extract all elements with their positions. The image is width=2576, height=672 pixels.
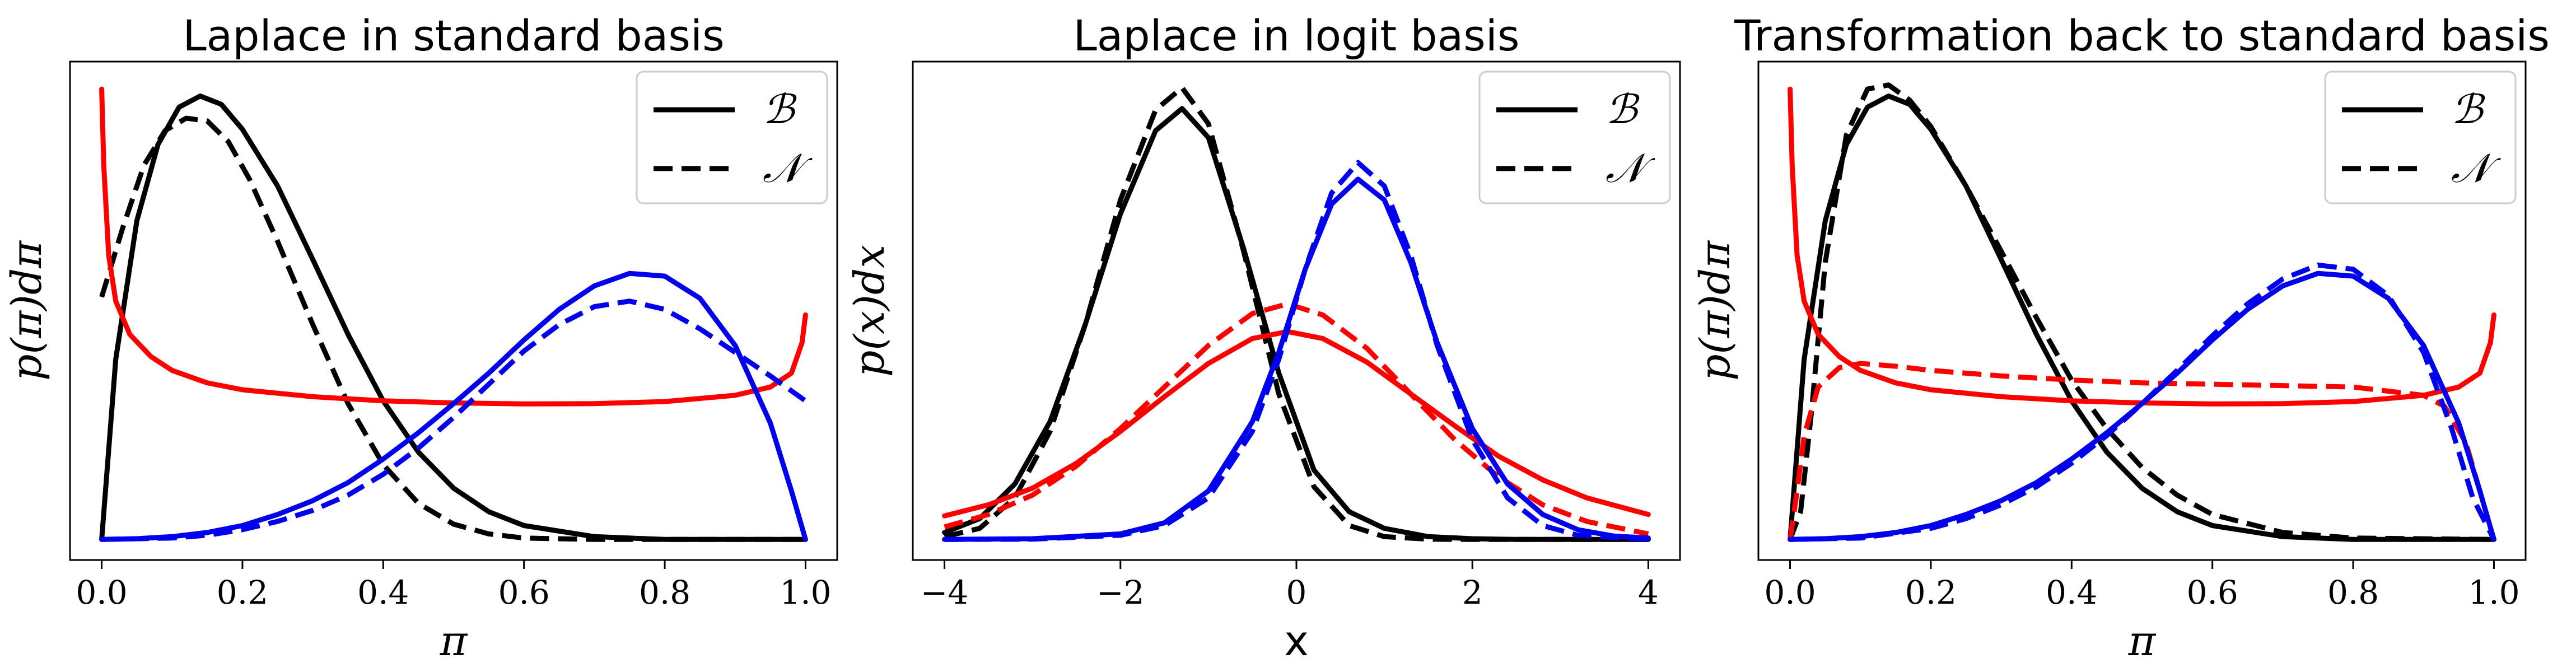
x-tick-label: 0.4 bbox=[357, 573, 409, 612]
y-axis-label: p(x)dx bbox=[846, 245, 894, 377]
chart-panel-2: −4 −2 0 2 4 Laplace in logit basis x p(x)dx ℬ𝒩 bbox=[846, 11, 1681, 665]
x-tick-label: 0 bbox=[1286, 573, 1307, 612]
series-line-6 bbox=[1790, 262, 2496, 542]
x-tick-label: 0.0 bbox=[76, 573, 127, 612]
chart-panel-1: 0.0 0.2 0.4 0.6 0.8 1.0 Laplace in standard ba… bbox=[3, 11, 838, 665]
legend-label: ℬ bbox=[2451, 86, 2485, 133]
series-line-4 bbox=[99, 270, 808, 542]
plot-frame bbox=[1757, 60, 2527, 561]
series-line-5 bbox=[1788, 270, 2496, 542]
legend: ℬ𝒩 bbox=[1478, 71, 1671, 204]
series-group bbox=[1788, 82, 2496, 542]
series-line-3 bbox=[99, 86, 808, 407]
series-group bbox=[99, 86, 808, 542]
chart-title: Laplace in standard basis bbox=[183, 11, 724, 60]
x-tick-label: 4 bbox=[1638, 573, 1659, 612]
series-line-2 bbox=[944, 85, 1649, 542]
x-axis-label: π bbox=[2128, 617, 2157, 665]
y-axis-label: p(π)dπ bbox=[1691, 240, 1739, 381]
plot-frame bbox=[69, 60, 838, 561]
series-line-2 bbox=[99, 115, 806, 542]
x-tick-label: 0.2 bbox=[1905, 573, 1957, 612]
y-axis-label: p(π)dπ bbox=[3, 240, 51, 381]
x-tick-label: −2 bbox=[1096, 573, 1145, 612]
x-axis-label: π bbox=[440, 617, 468, 665]
chart-title: Laplace in logit basis bbox=[1073, 11, 1519, 60]
series-line-6 bbox=[944, 160, 1649, 542]
legend: ℬ𝒩 bbox=[2324, 71, 2517, 204]
series-line-3 bbox=[1788, 86, 2496, 407]
x-tick-label: 0.6 bbox=[498, 573, 550, 612]
chart-panel-3: 0.0 0.2 0.4 0.6 0.8 1.0 Transformation back to… bbox=[1691, 11, 2550, 665]
x-tick-label: 0.8 bbox=[639, 573, 690, 612]
series-line-5 bbox=[101, 298, 808, 542]
panels: 0.0 0.2 0.4 0.6 0.8 1.0 Laplace in standard ba… bbox=[3, 11, 2550, 665]
x-tick-label: 0.4 bbox=[2046, 573, 2097, 612]
series-line-1 bbox=[1788, 94, 2496, 542]
x-tick-label: 1.0 bbox=[2468, 573, 2519, 612]
legend-label: ℬ bbox=[1606, 86, 1640, 133]
x-tick-label: 0.0 bbox=[1764, 573, 1816, 612]
series-group bbox=[942, 85, 1651, 542]
chart-title: Transformation back to standard basis bbox=[1734, 11, 2550, 60]
series-line-2 bbox=[1788, 82, 2494, 542]
x-tick-label: −4 bbox=[921, 573, 969, 612]
x-tick-label: 0.6 bbox=[2187, 573, 2238, 612]
x-tick-label: 1.0 bbox=[780, 573, 831, 612]
series-line-5 bbox=[942, 176, 1651, 542]
x-tick-label: 0.2 bbox=[217, 573, 268, 612]
legend-label: ℬ bbox=[763, 86, 797, 133]
series-line-4 bbox=[1788, 361, 2496, 540]
legend: ℬ𝒩 bbox=[636, 71, 828, 204]
x-tick-label: 0.8 bbox=[2327, 573, 2379, 612]
x-tick-label: 2 bbox=[1462, 573, 1483, 612]
x-axis-label: x bbox=[1284, 617, 1309, 665]
